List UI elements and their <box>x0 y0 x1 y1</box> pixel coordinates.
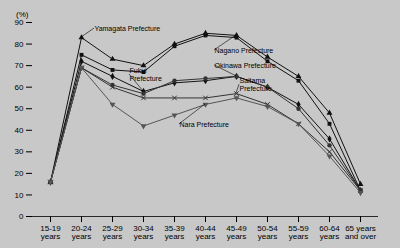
svg-text:50: 50 <box>15 104 24 113</box>
svg-text:65 yearsand over: 65 yearsand over <box>345 224 376 241</box>
svg-text:15-19years: 15-19years <box>40 224 61 241</box>
svg-text:55-59years: 55-59years <box>288 224 309 241</box>
svg-text:10: 10 <box>15 191 24 200</box>
svg-text:60: 60 <box>15 83 24 92</box>
svg-text:40: 40 <box>15 126 24 135</box>
svg-text:30-34years: 30-34years <box>133 224 154 241</box>
svg-text:SaitamaPrefecture: SaitamaPrefecture <box>240 77 272 92</box>
svg-text:60-64years: 60-64years <box>319 224 340 241</box>
svg-text:20: 20 <box>15 169 24 178</box>
svg-text:(%): (%) <box>16 10 29 19</box>
svg-text:90: 90 <box>15 18 24 27</box>
svg-text:50-54years: 50-54years <box>257 224 278 241</box>
svg-text:45-49years: 45-49years <box>226 224 247 241</box>
svg-text:30: 30 <box>15 147 24 156</box>
svg-text:80: 80 <box>15 40 24 49</box>
svg-text:Nagano Prefecture: Nagano Prefecture <box>215 47 274 55</box>
svg-text:40-44years: 40-44years <box>195 224 216 241</box>
svg-text:0: 0 <box>19 212 24 221</box>
svg-text:Yamagata Prefecture: Yamagata Prefecture <box>95 25 161 33</box>
svg-text:FukuiPrefecture: FukuiPrefecture <box>130 67 162 82</box>
svg-text:35-39years: 35-39years <box>164 224 185 241</box>
svg-text:20-24years: 20-24years <box>71 224 92 241</box>
svg-text:Nara Prefecture: Nara Prefecture <box>180 121 230 128</box>
svg-text:Okinawa Prefecture: Okinawa Prefecture <box>215 62 277 69</box>
svg-text:70: 70 <box>15 61 24 70</box>
svg-text:25-29years: 25-29years <box>102 224 123 241</box>
